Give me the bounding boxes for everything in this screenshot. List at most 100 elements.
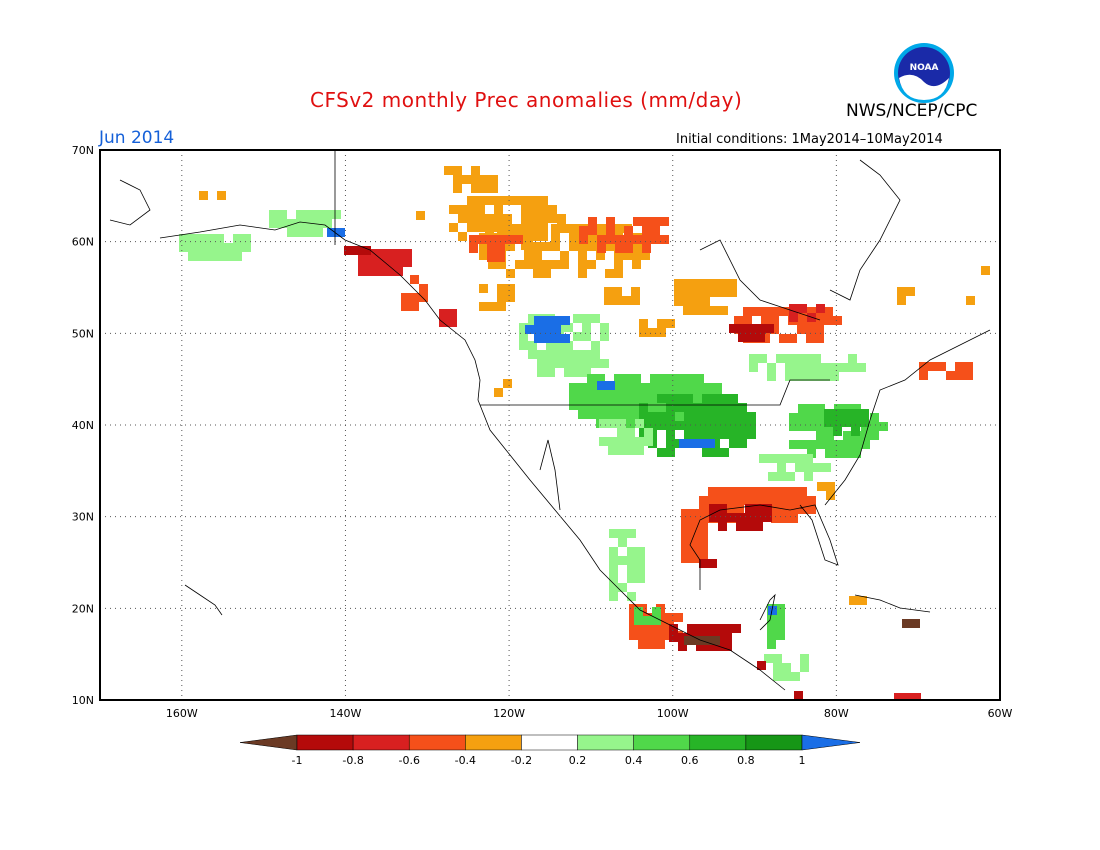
anomaly-cell xyxy=(683,306,692,315)
anomaly-cell xyxy=(747,412,756,421)
anomaly-cell xyxy=(627,565,636,574)
anomaly-cell xyxy=(385,267,394,276)
anomaly-cell xyxy=(656,622,665,631)
anomaly-cell xyxy=(587,392,596,401)
anomaly-cell xyxy=(569,401,578,410)
anomaly-cell xyxy=(807,422,816,431)
anomaly-cell xyxy=(776,613,785,622)
anomaly-cell xyxy=(582,368,591,377)
anomaly-cell xyxy=(533,260,542,269)
legend-tick-label: 0.8 xyxy=(737,754,755,767)
anomaly-cell xyxy=(206,243,215,252)
anomaly-cell xyxy=(789,422,798,431)
anomaly-cell xyxy=(674,613,683,622)
anomaly-cell xyxy=(623,419,632,428)
anomaly-cell xyxy=(705,642,714,651)
anomaly-cell xyxy=(609,556,618,565)
anomaly-cell xyxy=(278,210,287,219)
anomaly-cell xyxy=(582,359,591,368)
anomaly-cell xyxy=(650,374,659,383)
anomaly-cell xyxy=(533,251,542,260)
anomaly-cell xyxy=(639,412,648,421)
anomaly-cell xyxy=(587,233,596,242)
anomaly-cell xyxy=(693,403,702,412)
anomaly-cell xyxy=(323,210,332,219)
anomaly-cell xyxy=(897,296,906,305)
anomaly-cell xyxy=(807,449,816,458)
anomaly-cell xyxy=(648,328,657,337)
anomaly-cell xyxy=(747,421,756,430)
anomaly-cell xyxy=(419,284,428,293)
anomaly-cell xyxy=(453,166,462,175)
anomaly-cell xyxy=(480,184,489,193)
anomaly-cell xyxy=(770,325,779,334)
anomaly-cell xyxy=(701,288,710,297)
anomaly-cell xyxy=(696,642,705,651)
anomaly-cell xyxy=(696,624,705,633)
anomaly-cell xyxy=(842,418,851,427)
anomaly-cell xyxy=(684,421,693,430)
anomaly-cell xyxy=(578,401,587,410)
anomaly-cell xyxy=(638,640,647,649)
noaa-logo-text: NOAA xyxy=(910,63,939,73)
legend-swatch xyxy=(408,734,466,751)
anomaly-cell xyxy=(798,496,807,505)
anomaly-cell xyxy=(798,404,807,413)
anomaly-cell xyxy=(296,219,305,228)
coastline xyxy=(699,239,821,321)
anomaly-cell xyxy=(199,191,208,200)
anomaly-cell xyxy=(660,235,669,244)
anomaly-cell xyxy=(336,228,345,237)
anomaly-cell xyxy=(539,205,548,214)
anomaly-cell xyxy=(314,210,323,219)
lat-label: 30N xyxy=(72,511,94,524)
coastline xyxy=(159,221,786,691)
anomaly-cell xyxy=(627,529,636,538)
anomaly-cell xyxy=(606,226,615,235)
anomaly-cell xyxy=(849,596,858,605)
anomaly-cell xyxy=(564,350,573,359)
anomaly-cell xyxy=(807,496,816,505)
lon-label: 60W xyxy=(988,707,1013,720)
anomaly-cell xyxy=(555,350,564,359)
anomaly-cell xyxy=(745,513,754,522)
anomaly-cell xyxy=(519,341,528,350)
anomaly-cell xyxy=(736,522,745,531)
anomaly-cell xyxy=(830,372,839,381)
anomaly-cell xyxy=(723,642,732,651)
anomaly-cell xyxy=(519,332,528,341)
anomaly-cell xyxy=(496,253,505,262)
legend-swatch xyxy=(296,734,354,751)
anomaly-cell xyxy=(633,217,642,226)
anomaly-cells xyxy=(179,166,990,700)
anomaly-cell xyxy=(720,394,729,403)
anomaly-cell xyxy=(596,410,605,419)
anomaly-cell xyxy=(596,224,605,233)
anomaly-cell xyxy=(681,509,690,518)
anomaly-cell xyxy=(833,409,842,418)
anomaly-cell xyxy=(632,401,641,410)
anomaly-cell xyxy=(632,251,641,260)
anomaly-cell xyxy=(591,341,600,350)
map-frame xyxy=(99,149,1001,701)
anomaly-cell xyxy=(564,368,573,377)
anomaly-cell xyxy=(543,334,552,343)
anomaly-cell xyxy=(636,574,645,583)
anomaly-cell xyxy=(657,412,666,421)
anomaly-cell xyxy=(771,487,780,496)
anomaly-cell xyxy=(650,392,659,401)
anomaly-cell xyxy=(487,253,496,262)
anomaly-cell xyxy=(692,306,701,315)
anomaly-cell xyxy=(323,219,332,228)
anomaly-cell xyxy=(668,383,677,392)
anomaly-cell xyxy=(476,196,485,205)
anomaly-cell xyxy=(641,383,650,392)
coastline xyxy=(854,594,931,613)
anomaly-cell xyxy=(489,175,498,184)
anomaly-cell xyxy=(188,243,197,252)
anomaly-cell xyxy=(684,430,693,439)
anomaly-cell xyxy=(798,304,807,313)
anomaly-cell xyxy=(804,463,813,472)
anomaly-cell xyxy=(795,454,804,463)
anomaly-cell xyxy=(530,214,539,223)
